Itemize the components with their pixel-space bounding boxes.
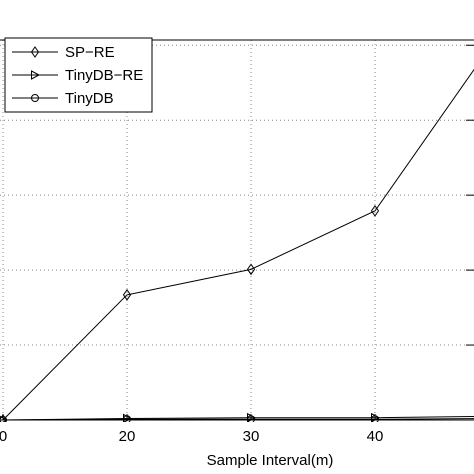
data-point <box>122 288 132 301</box>
legend-label: TinyDB <box>65 90 114 107</box>
series-line <box>2 68 474 421</box>
data-point <box>0 414 8 422</box>
legend-marker <box>30 46 40 58</box>
legend-marker <box>31 94 39 102</box>
legend-label: TinyDB−RE <box>65 67 143 84</box>
data-point <box>246 263 256 276</box>
legend: SP−RE TinyDB−RE TinyDB <box>4 37 153 113</box>
x-axis-label: Sample Interval(m) <box>207 452 334 469</box>
data-point <box>370 205 380 217</box>
legend-marker <box>31 70 41 80</box>
x-tick-label: 40 <box>367 428 384 445</box>
x-tick-label: 0 <box>0 428 7 445</box>
legend-label: SP−RE <box>65 44 115 61</box>
x-tick-label: 30 <box>243 428 260 445</box>
x-tick-label: 20 <box>119 428 136 445</box>
